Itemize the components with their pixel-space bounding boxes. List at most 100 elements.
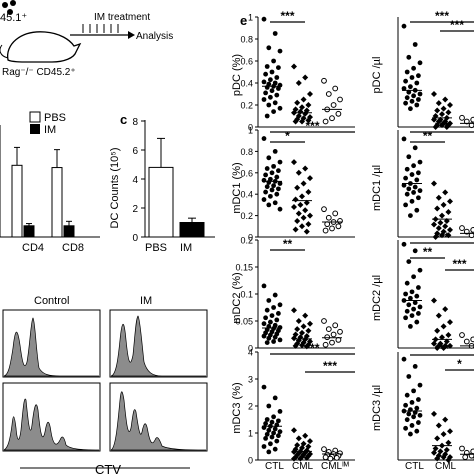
- data-point: [434, 435, 441, 442]
- data-point: [409, 423, 415, 428]
- data-point: [277, 302, 283, 308]
- data-point: [403, 202, 408, 208]
- data-point: [263, 436, 268, 441]
- data-point: [295, 80, 302, 86]
- data-point: [294, 217, 301, 224]
- data-point: [274, 174, 280, 180]
- data-point: [263, 90, 268, 96]
- data-point: [269, 69, 275, 75]
- data-point: [295, 318, 302, 324]
- data-point: [409, 98, 415, 104]
- data-point: [307, 320, 313, 327]
- b-legend-label-pbs: PBS: [44, 112, 66, 124]
- d-column-label: Control: [34, 295, 69, 307]
- data-point: [322, 118, 329, 125]
- data-point: [303, 228, 310, 235]
- data-point: [403, 78, 408, 84]
- data-point: [299, 118, 305, 125]
- significance-label: ***: [305, 341, 319, 355]
- data-point: [416, 311, 421, 316]
- data-point: [409, 75, 415, 80]
- data-point: [401, 86, 407, 91]
- data-point: [263, 315, 268, 321]
- data-point: [266, 449, 272, 455]
- data-point: [261, 197, 267, 202]
- data-point: [404, 308, 410, 314]
- data-point: [408, 84, 413, 90]
- data-point: [261, 333, 267, 339]
- e-group-label: CTL: [265, 461, 284, 472]
- c-category-label: PBS: [145, 242, 167, 254]
- e-count-y-title: mDC1 /µl: [371, 165, 383, 211]
- data-point: [447, 102, 453, 108]
- data-point: [445, 457, 452, 463]
- data-point: [277, 159, 283, 165]
- data-point: [276, 186, 281, 192]
- data-point: [261, 136, 267, 141]
- data-point: [416, 195, 421, 201]
- data-point: [401, 136, 407, 142]
- data-point: [431, 449, 437, 456]
- c-y-axis-title: DC Counts (10⁵): [109, 148, 121, 229]
- data-point: [440, 454, 447, 461]
- significance-label: ***: [435, 342, 449, 356]
- data-point: [266, 202, 272, 208]
- data-point: [325, 326, 332, 333]
- data-point: [409, 172, 415, 177]
- d-x-axis-title: CTV: [95, 462, 121, 474]
- data-point: [404, 417, 410, 423]
- data-point: [445, 122, 452, 129]
- data-point: [440, 323, 447, 330]
- data-point: [277, 181, 283, 186]
- data-point: [264, 113, 270, 119]
- data-point: [431, 180, 437, 187]
- data-point: [442, 96, 449, 103]
- data-point: [435, 100, 442, 107]
- data-point: [414, 80, 420, 86]
- e-group-label: CML: [292, 461, 314, 472]
- data-point: [266, 427, 272, 433]
- timeline-arrowhead-icon: [128, 31, 135, 39]
- data-point: [417, 267, 423, 273]
- data-point: [261, 283, 267, 289]
- data-point: [401, 241, 407, 247]
- data-point: [434, 327, 441, 334]
- data-point: [404, 280, 410, 286]
- data-point: [431, 297, 437, 304]
- data-point: [337, 96, 343, 103]
- data-point: [271, 183, 276, 189]
- data-point: [412, 364, 418, 369]
- recipient-label: Rag⁻/⁻ CD45.2⁺: [2, 67, 76, 78]
- y-tick-label: 0.2: [240, 236, 253, 246]
- data-point: [333, 454, 340, 461]
- data-point: [412, 300, 418, 306]
- data-point: [416, 397, 421, 402]
- data-point: [272, 292, 278, 298]
- data-point: [291, 455, 297, 462]
- data-point: [263, 189, 268, 195]
- y-tick-label: 0.8: [240, 35, 253, 45]
- data-point: [443, 124, 450, 130]
- e-count-y-title: mDC3 /µl: [371, 385, 383, 431]
- data-point: [307, 212, 313, 219]
- data-point: [409, 289, 415, 295]
- data-point: [271, 58, 276, 64]
- data-point: [263, 421, 268, 426]
- donor-cell-dot: [10, 0, 16, 6]
- data-point: [307, 91, 313, 97]
- bar: [11, 164, 23, 238]
- data-point: [470, 116, 474, 123]
- data-point: [435, 225, 442, 232]
- data-point: [277, 337, 283, 343]
- data-point: [327, 455, 334, 462]
- data-point: [447, 198, 453, 205]
- y-tick-label: 1: [248, 126, 253, 136]
- data-point: [321, 77, 327, 84]
- data-point: [268, 94, 273, 100]
- data-point: [269, 313, 275, 318]
- data-point: [403, 291, 408, 297]
- data-point: [447, 319, 453, 326]
- data-point: [300, 323, 307, 330]
- dose-arrows: [82, 24, 119, 33]
- data-point: [414, 177, 420, 183]
